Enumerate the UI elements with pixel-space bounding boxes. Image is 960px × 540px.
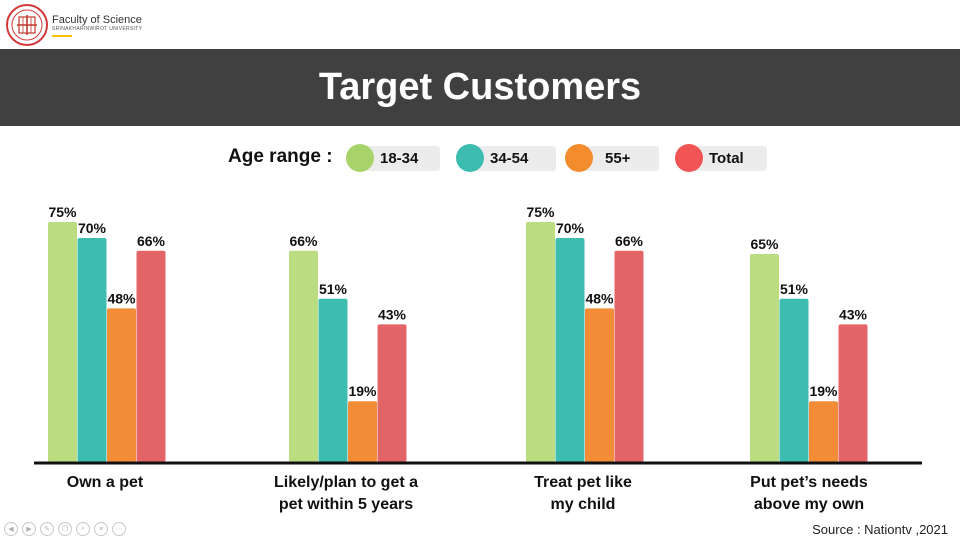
title-banner: Target Customers xyxy=(0,49,960,126)
data-label: 19% xyxy=(348,383,377,399)
legend-text-34-54: 34-54 xyxy=(490,150,529,167)
legend-text-55-plus: 55+ xyxy=(605,150,631,167)
category-label-0: Own a pet xyxy=(10,472,200,494)
category-label-line: above my own xyxy=(753,496,865,513)
copy-icon[interactable]: ❐ xyxy=(58,522,72,536)
prev-icon[interactable]: ◀ xyxy=(4,522,18,536)
bar-18-34-2 xyxy=(526,222,555,462)
legend-swatch-18-34 xyxy=(346,144,374,172)
page-title: Target Customers xyxy=(318,66,642,108)
category-label-line: pet within 5 years xyxy=(278,496,414,513)
bar-total-3 xyxy=(838,324,868,462)
category-label-line: Treat pet like xyxy=(534,474,632,491)
data-label: 66% xyxy=(289,233,318,249)
category-label-1: Likely/plan to get a pet within 5 years xyxy=(251,472,441,516)
category-label-line: Own a pet xyxy=(66,474,144,491)
org-subtitle: SRINAKHARINWIROT UNIVERSITY xyxy=(52,26,143,32)
data-label: 43% xyxy=(378,306,407,322)
bar-total-1 xyxy=(377,324,407,462)
legend-text-total: Total xyxy=(709,150,744,167)
zoom-icon[interactable]: ⌕ xyxy=(76,522,90,536)
bar-55-plus-3 xyxy=(809,401,838,462)
org-name: Faculty of Science xyxy=(52,14,142,26)
data-label: 51% xyxy=(319,281,348,297)
data-label: 75% xyxy=(48,204,77,220)
bar-18-34-3 xyxy=(750,254,779,462)
bar-34-54-1 xyxy=(318,298,348,462)
more-icon[interactable]: ⋯ xyxy=(112,522,126,536)
legend-swatch-34-54 xyxy=(456,144,484,172)
bar-18-34-0 xyxy=(48,222,77,462)
bar-55-plus-2 xyxy=(585,308,614,462)
legend-pill xyxy=(470,146,556,171)
bar-chart: 75% 66% 75% 65% 70% 51% 70% 51% 48% 19% 48% 19% 66% 4… xyxy=(34,204,922,465)
data-label: 65% xyxy=(750,236,779,252)
data-label: 70% xyxy=(78,220,107,236)
category-label-line: my child xyxy=(550,496,616,513)
slide-nav: ◀ ▶ ✎ ❐ ⌕ ≡ ⋯ xyxy=(4,522,126,536)
bar-total-0 xyxy=(136,250,166,462)
bar-34-54-0 xyxy=(77,238,107,462)
data-label: 51% xyxy=(780,281,809,297)
data-label: 75% xyxy=(526,204,555,220)
next-icon[interactable]: ▶ xyxy=(22,522,36,536)
pen-icon[interactable]: ✎ xyxy=(40,522,54,536)
org-block: Faculty of Science SRINAKHARINWIROT UNIV… xyxy=(52,14,142,37)
data-label: 43% xyxy=(839,306,868,322)
bar-total-2 xyxy=(614,250,644,462)
bar-34-54-2 xyxy=(555,238,585,462)
bar-55-plus-0 xyxy=(107,308,136,462)
bar-34-54-3 xyxy=(779,298,809,462)
legend-swatch-total xyxy=(675,144,703,172)
category-label-line: Put pet’s needs xyxy=(750,474,868,491)
faculty-logo-icon xyxy=(6,4,48,46)
data-label: 66% xyxy=(137,233,166,249)
data-label: 48% xyxy=(107,290,136,306)
category-label-2: Treat pet like my child xyxy=(488,472,678,516)
source-note: Source : Nationtv ,2021 xyxy=(812,522,948,537)
legend-label: Age range : xyxy=(228,146,333,167)
category-label-line: Likely/plan to get a xyxy=(273,474,419,491)
legend-swatch-55-plus xyxy=(565,144,593,172)
legend-text-18-34: 18-34 xyxy=(380,150,419,167)
bar-55-plus-1 xyxy=(348,401,377,462)
data-label: 19% xyxy=(809,383,838,399)
data-label: 70% xyxy=(556,220,585,236)
org-underline xyxy=(52,35,72,37)
bar-18-34-1 xyxy=(289,250,318,462)
data-label: 66% xyxy=(615,233,644,249)
menu-icon[interactable]: ≡ xyxy=(94,522,108,536)
category-label-3: Put pet’s needs above my own xyxy=(714,472,904,516)
data-label: 48% xyxy=(585,290,614,306)
